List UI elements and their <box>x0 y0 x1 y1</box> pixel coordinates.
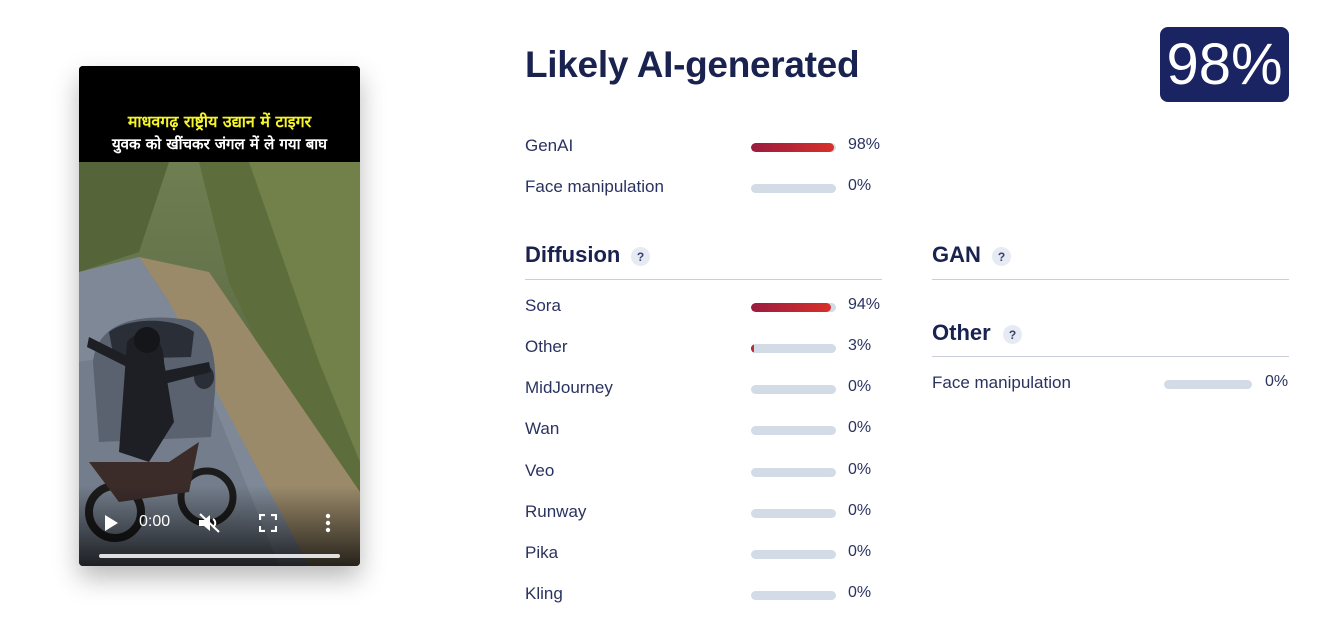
row-label: Pika <box>525 543 559 562</box>
video-time: 0:00 <box>139 513 171 530</box>
summary-row-genai: GenAI 98% <box>525 136 885 160</box>
other-help-icon[interactable]: ? <box>1003 325 1022 344</box>
gan-section-title: GAN <box>932 242 981 267</box>
row-label: Wan <box>525 419 560 438</box>
row-percentage: 0% <box>848 419 872 436</box>
video-progress-bar[interactable] <box>99 554 340 558</box>
score-bar <box>751 143 836 152</box>
video-caption: माधवगढ़ राष्ट्रीय उद्यान में टाइगर युवक … <box>79 66 360 162</box>
video-player[interactable]: माधवगढ़ राष्ट्रीय उद्यान में टाइगर युवक … <box>79 66 360 566</box>
score-bar <box>751 344 836 353</box>
row-percentage: 94% <box>848 296 881 313</box>
play-icon[interactable] <box>103 514 119 532</box>
diffusion-row-other: Other 3% <box>525 337 885 361</box>
row-percentage: 0% <box>848 177 872 194</box>
score-bar <box>751 303 836 312</box>
muted-speaker-icon[interactable] <box>197 512 223 534</box>
score-badge: 98% <box>1160 27 1289 102</box>
diffusion-section-title: Diffusion <box>525 242 621 267</box>
score-bar <box>751 385 836 394</box>
row-percentage: 3% <box>848 337 872 354</box>
diffusion-row-pika: Pika 0% <box>525 543 885 567</box>
diffusion-row-runway: Runway 0% <box>525 502 885 526</box>
diffusion-row-kling: Kling 0% <box>525 584 885 608</box>
diffusion-row-veo: Veo 0% <box>525 461 885 485</box>
row-percentage: 0% <box>848 543 872 560</box>
other-section-title: Other <box>932 320 991 345</box>
score-bar <box>751 591 836 600</box>
score-bar-fill <box>751 344 754 353</box>
diffusion-row-wan: Wan 0% <box>525 419 885 443</box>
score-bar <box>1164 380 1252 389</box>
gan-help-icon[interactable]: ? <box>992 247 1011 266</box>
row-label: Other <box>525 337 568 356</box>
row-label: Sora <box>525 296 561 315</box>
row-label: Face manipulation <box>932 373 1071 392</box>
other-row-face-manipulation: Face manipulation 0% <box>932 373 1292 397</box>
score-bar-fill <box>751 143 835 152</box>
row-label: Face manipulation <box>525 177 664 196</box>
row-label: MidJourney <box>525 378 613 397</box>
gan-divider <box>932 279 1289 280</box>
diffusion-divider <box>525 279 882 280</box>
score-bar <box>751 426 836 435</box>
row-label: Kling <box>525 584 563 603</box>
other-divider <box>932 356 1289 357</box>
row-percentage: 98% <box>848 136 881 153</box>
caption-line-2: युवक को खींचकर जंगल में ले गया बाघ <box>111 135 328 153</box>
row-label: Runway <box>525 502 587 521</box>
row-label: Veo <box>525 461 555 480</box>
diffusion-help-icon[interactable]: ? <box>631 247 650 266</box>
score-bar <box>751 509 836 518</box>
row-percentage: 0% <box>848 461 872 478</box>
more-options-icon[interactable] <box>325 513 331 533</box>
result-headline: Likely AI-generated <box>525 44 860 85</box>
row-label: GenAI <box>525 136 574 155</box>
score-bar <box>751 184 836 193</box>
diffusion-row-midjourney: MidJourney 0% <box>525 378 885 402</box>
row-percentage: 0% <box>848 502 872 519</box>
score-bar <box>751 550 836 559</box>
row-percentage: 0% <box>848 378 872 395</box>
score-bar-fill <box>751 303 831 312</box>
video-controls: 0:00 <box>79 486 360 566</box>
caption-line-1: माधवगढ़ राष्ट्रीय उद्यान में टाइगर <box>127 112 312 131</box>
diffusion-row-sora: Sora 94% <box>525 296 885 320</box>
row-percentage: 0% <box>848 584 872 601</box>
fullscreen-icon[interactable] <box>259 514 277 532</box>
row-percentage: 0% <box>1265 373 1289 390</box>
summary-row-face-manipulation: Face manipulation 0% <box>525 177 885 201</box>
score-bar <box>751 468 836 477</box>
